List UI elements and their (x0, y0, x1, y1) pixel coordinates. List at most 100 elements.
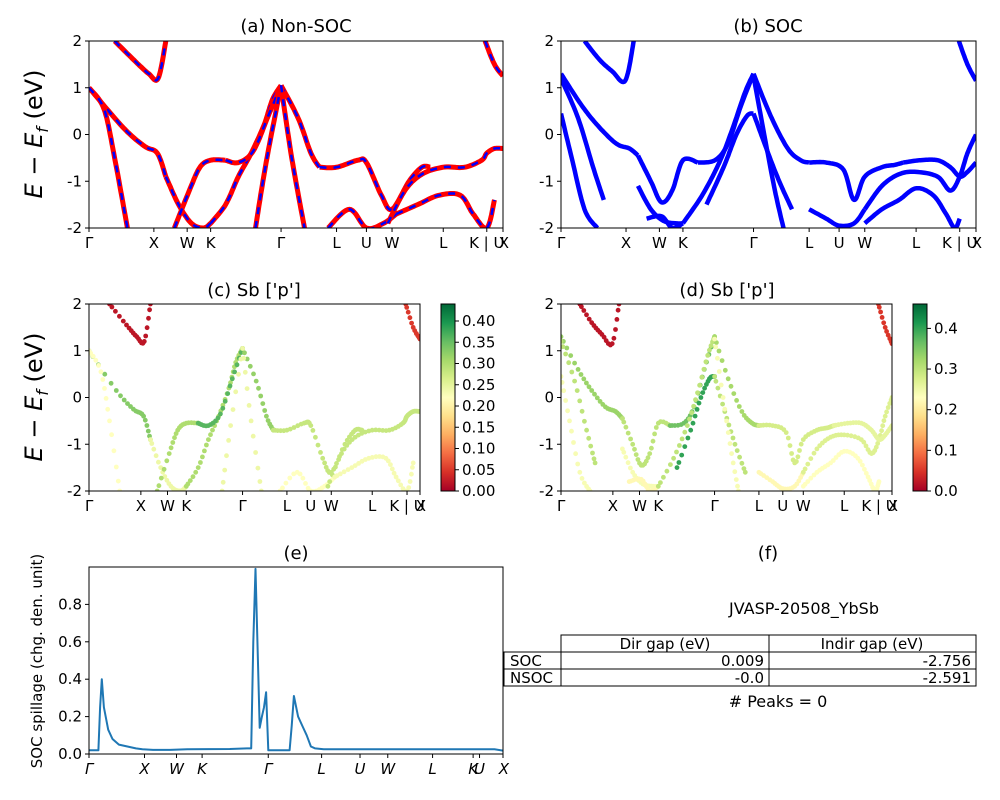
xtick-label: K | U (942, 234, 977, 252)
projection-point (244, 386, 250, 391)
xtick-label: W (169, 760, 185, 778)
projection-point (653, 425, 659, 430)
projection-point (102, 386, 107, 391)
projection-point (689, 410, 694, 416)
projection-point (785, 435, 791, 441)
projection-point (154, 488, 160, 491)
table-cell-soc-indir: -2.756 (923, 652, 971, 670)
projection-point (195, 465, 201, 470)
projection-point (257, 479, 263, 484)
colorbar-tick-label: 0.20 (462, 397, 495, 415)
xtick-label: K (653, 497, 664, 515)
band-soc-line (751, 112, 795, 211)
projection-point (731, 391, 737, 396)
projection-point (628, 465, 633, 471)
table-cell-soc-dir: 0.009 (721, 652, 764, 670)
xtick-label: W (385, 234, 400, 252)
table-cell-nsoc-dir: -0.0 (735, 669, 764, 687)
projection-point (115, 478, 121, 484)
projection-point (339, 451, 344, 456)
band-soc-line (645, 213, 685, 228)
ytick-label: -2 (539, 219, 554, 237)
table-row-label-soc: SOC (510, 652, 542, 670)
projection-point (563, 351, 568, 357)
panel-d-title: (d) Sb ['p'] (679, 280, 774, 301)
projection-point (590, 450, 595, 456)
projection-point (561, 374, 564, 379)
band-soc-dash (173, 158, 226, 228)
projection-point (699, 374, 705, 380)
projection-point (148, 437, 153, 442)
projection-point (712, 374, 717, 379)
table-cell-nsoc-indir: -2.591 (923, 669, 971, 687)
xtick-label: K | U (861, 497, 896, 515)
projection-point (698, 395, 704, 400)
projection-point (417, 336, 420, 342)
projection-point (315, 442, 321, 448)
xtick-label: Γ (85, 234, 94, 252)
band-soc-line (704, 111, 756, 206)
projection-point (783, 430, 789, 435)
projection-point (614, 317, 620, 322)
projection-point (860, 462, 865, 468)
projection-point (588, 443, 594, 449)
projection-point (142, 417, 148, 423)
colorbar-tick-label: 0.0 (934, 482, 958, 500)
band-nsoc-line (394, 191, 497, 228)
projection-point (336, 457, 341, 462)
table-row-label-nsoc: NSOC (510, 669, 553, 687)
projection-point (380, 428, 386, 433)
projection-point (218, 411, 223, 417)
projection-point (303, 481, 308, 486)
projection-point (582, 418, 587, 424)
ytick-label: 1 (72, 342, 82, 360)
projection-point (230, 407, 236, 412)
projection-point (715, 385, 721, 391)
xtick-label: W (180, 234, 195, 252)
projection-point (145, 428, 151, 434)
projection-point (621, 449, 627, 455)
projection-point (725, 430, 731, 435)
xtick-label: W (857, 234, 872, 252)
projection-point (90, 353, 96, 359)
projection-point (664, 468, 670, 474)
projection-point (407, 315, 413, 321)
band-soc-line (635, 154, 700, 205)
projection-point (222, 398, 228, 404)
band-soc-dash (164, 176, 212, 228)
colorbar-tick-label: 0.40 (462, 312, 495, 330)
projection-point (190, 474, 196, 480)
projection-point (679, 436, 685, 442)
ytick-label: -1 (539, 172, 554, 190)
projection-point (725, 376, 731, 382)
projection-point (240, 346, 246, 351)
projection-point (170, 440, 176, 445)
projection-point (248, 418, 254, 424)
ytick-label: 2 (72, 295, 82, 313)
projection-point (737, 454, 742, 460)
projection-point (882, 325, 888, 330)
projection-point (579, 476, 585, 481)
band-soc-line (863, 185, 962, 228)
projection-point (586, 316, 592, 322)
projection-point (794, 459, 799, 464)
projection-point (407, 479, 413, 484)
xtick-label: X (621, 234, 631, 252)
projection-point (720, 401, 725, 407)
projection-point (210, 427, 215, 433)
projection-point (715, 355, 720, 361)
projection-point (649, 445, 654, 451)
projection-point (808, 456, 814, 461)
xtick-label: W (632, 497, 647, 515)
projection-point (225, 391, 231, 396)
projection-point (373, 427, 379, 433)
projection-point (156, 483, 162, 489)
projection-point (393, 474, 399, 480)
projection-point (156, 459, 161, 465)
projection-point (881, 320, 887, 326)
projection-point (575, 461, 581, 467)
projection-point (674, 449, 679, 455)
projection-point (202, 448, 207, 454)
